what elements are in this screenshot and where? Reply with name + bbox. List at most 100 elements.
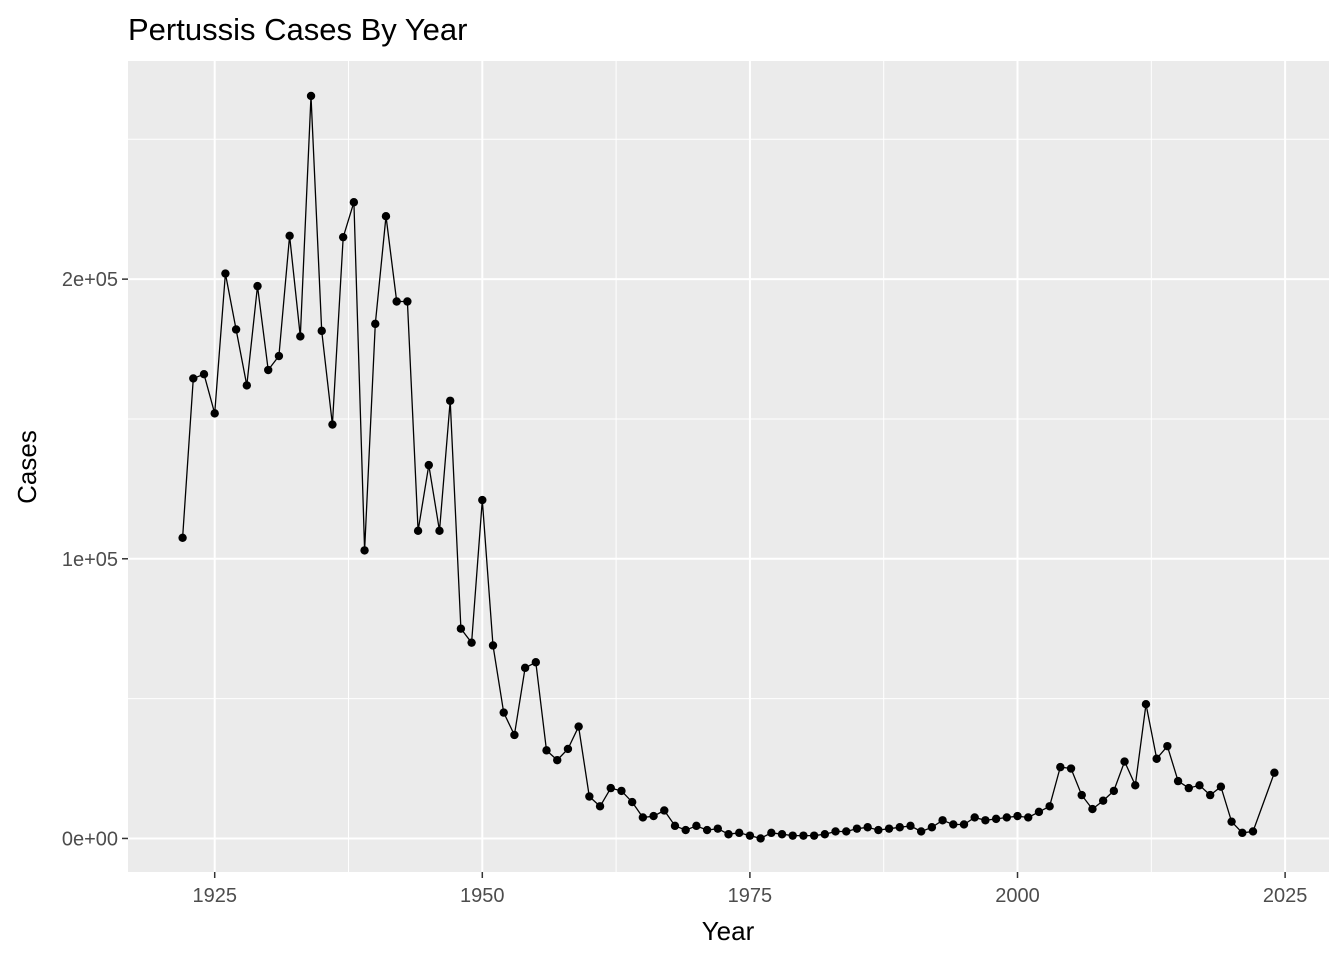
data-point	[1131, 781, 1140, 790]
data-point	[970, 813, 979, 822]
data-point	[1141, 700, 1151, 709]
data-point	[777, 830, 787, 839]
data-point	[253, 281, 262, 291]
data-point	[1216, 782, 1226, 791]
data-point	[788, 831, 797, 840]
data-point	[617, 786, 626, 796]
data-point	[938, 816, 947, 825]
y-axis-title: Cases	[12, 430, 42, 504]
data-point	[863, 823, 872, 832]
data-point	[1088, 804, 1097, 814]
data-point	[1173, 776, 1183, 786]
data-point	[1227, 817, 1236, 826]
data-point	[413, 526, 423, 536]
data-point	[189, 374, 198, 383]
data-point	[338, 232, 348, 242]
data-point	[1152, 754, 1161, 763]
data-point	[210, 409, 219, 418]
data-point	[649, 811, 658, 821]
data-point	[510, 730, 519, 740]
data-point	[735, 828, 744, 838]
data-point	[381, 212, 391, 221]
data-point	[349, 198, 359, 207]
data-point	[692, 821, 701, 831]
data-point	[1163, 741, 1172, 751]
data-point	[638, 813, 648, 822]
plot-panel	[128, 61, 1329, 872]
y-tick-label: 2e+05	[62, 269, 118, 291]
x-tick-label: 1950	[460, 885, 505, 907]
data-point	[531, 658, 541, 667]
x-tick-label: 1925	[192, 885, 237, 907]
x-tick-label: 1975	[728, 885, 773, 907]
data-point	[221, 269, 230, 278]
x-tick-label: 2025	[1263, 885, 1308, 907]
data-point	[702, 825, 712, 835]
x-axis: 1925 1950 1975 2000 2025	[192, 872, 1307, 907]
data-point	[1248, 827, 1258, 836]
data-point	[264, 365, 273, 375]
data-point	[328, 420, 337, 429]
data-point	[842, 827, 851, 836]
data-point	[553, 755, 562, 765]
x-tick-label: 2000	[995, 885, 1040, 907]
data-point	[606, 783, 615, 793]
data-point	[1270, 768, 1279, 777]
data-point	[542, 746, 551, 755]
data-point	[852, 824, 862, 833]
y-axis: 0e+00 1e+05 2e+05	[62, 269, 128, 850]
data-point	[713, 824, 722, 833]
data-point	[371, 319, 380, 329]
data-point	[1205, 790, 1215, 800]
data-point	[456, 624, 466, 633]
data-point	[360, 546, 369, 555]
data-point	[1184, 783, 1193, 793]
data-point	[1238, 828, 1247, 838]
data-point	[809, 831, 819, 840]
data-point	[296, 332, 305, 341]
data-point	[767, 828, 776, 838]
data-point	[799, 831, 808, 840]
data-point	[317, 326, 326, 336]
data-point	[285, 231, 294, 240]
data-point	[178, 533, 187, 543]
data-point	[445, 396, 455, 405]
data-point	[242, 381, 252, 390]
data-point	[1195, 781, 1204, 790]
data-point	[681, 825, 690, 835]
chart-title: Pertussis Cases By Year	[128, 12, 467, 47]
y-tick-label: 1e+05	[62, 549, 118, 571]
data-point	[874, 825, 883, 835]
data-point	[884, 824, 894, 833]
data-point	[424, 460, 433, 470]
data-point	[756, 834, 765, 843]
data-point	[1013, 811, 1022, 821]
data-point	[660, 806, 669, 815]
data-point	[1077, 790, 1086, 800]
data-point	[724, 830, 733, 839]
data-point	[831, 827, 840, 836]
data-point	[1120, 757, 1129, 766]
data-point	[1056, 762, 1065, 772]
data-point	[927, 823, 937, 832]
data-point	[1109, 786, 1119, 796]
data-point	[745, 831, 755, 840]
data-point	[820, 830, 830, 839]
data-point	[981, 816, 990, 825]
data-point	[959, 820, 969, 829]
data-point	[392, 297, 401, 306]
data-point	[231, 325, 241, 334]
data-point	[274, 351, 284, 361]
data-point	[991, 814, 1001, 824]
data-point	[895, 823, 904, 832]
data-point	[670, 821, 680, 831]
data-point	[435, 526, 444, 536]
data-point	[520, 663, 530, 673]
data-point	[403, 297, 412, 306]
data-point	[1098, 796, 1108, 805]
data-point	[478, 495, 487, 505]
y-tick-label: 0e+00	[62, 828, 118, 850]
data-point	[916, 827, 926, 836]
data-point	[627, 797, 637, 807]
